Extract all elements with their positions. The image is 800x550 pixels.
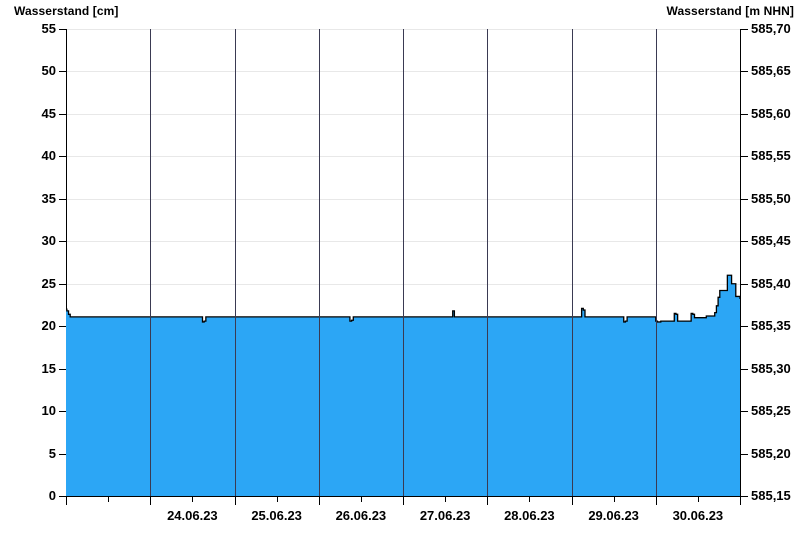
- x-axis-minor-tick: [445, 497, 446, 502]
- right-axis-tick-label: 585,60: [751, 105, 791, 121]
- left-axis-tick: [59, 241, 66, 243]
- gridline-day: [487, 29, 488, 496]
- x-axis-tick-label: 27.06.23: [419, 508, 471, 523]
- x-axis-major-tick: [150, 497, 151, 505]
- right-axis-tick: [741, 368, 748, 370]
- left-axis-tick-label: 50: [41, 63, 56, 79]
- right-axis-tick: [741, 453, 748, 455]
- x-axis-major-tick: [572, 497, 573, 505]
- gridline-day: [656, 29, 657, 496]
- left-axis-tick-label: 25: [41, 275, 56, 291]
- right-axis-tick: [741, 283, 748, 285]
- left-axis-tick-label: 15: [41, 360, 56, 376]
- x-axis-minor-tick: [361, 497, 362, 502]
- x-axis-tick-label: 28.06.23: [504, 508, 555, 523]
- right-axis-tick-label: 585,55: [751, 148, 791, 164]
- x-axis-major-tick: [66, 497, 67, 505]
- left-axis-tick: [59, 411, 66, 413]
- x-axis-tick-label: 25.06.23: [251, 508, 302, 523]
- x-axis-tick-label: 24.06.23: [167, 508, 218, 523]
- x-axis-tick-label: 30.06.23: [672, 508, 724, 523]
- left-axis-tick: [59, 368, 66, 370]
- left-axis-title: Wasserstand [cm]: [14, 4, 119, 18]
- left-axis-tick-label: 0: [48, 488, 56, 503]
- left-axis-tick: [59, 71, 66, 73]
- x-axis-major-tick: [487, 497, 488, 505]
- left-axis-tick-label: 55: [41, 21, 56, 36]
- right-axis-tick-label: 585,35: [751, 318, 791, 334]
- x-axis-minor-tick: [698, 497, 699, 502]
- x-axis-minor-tick: [614, 497, 615, 502]
- gridline-day: [235, 29, 236, 496]
- left-axis-tick: [59, 156, 66, 158]
- series-line: [66, 274, 740, 323]
- x-axis-major-tick: [235, 497, 236, 505]
- right-axis-tick-label: 585,30: [751, 360, 791, 376]
- plot-axis-x-line: [66, 496, 741, 497]
- right-axis-tick-label: 585,40: [751, 275, 791, 291]
- right-axis-tick: [741, 71, 748, 73]
- x-axis-major-tick: [656, 497, 657, 505]
- left-axis-tick-label: 40: [41, 148, 56, 164]
- left-axis-tick-label: 20: [41, 318, 56, 334]
- left-axis-tick: [59, 29, 66, 30]
- left-axis-tick: [59, 283, 66, 285]
- right-axis-tick: [741, 29, 748, 30]
- left-axis-tick: [59, 496, 66, 497]
- x-axis-minor-tick: [192, 497, 193, 502]
- left-axis-tick: [59, 113, 66, 115]
- right-axis-tick: [741, 496, 748, 497]
- plot-border-right: [740, 29, 741, 497]
- left-axis-tick-label: 35: [41, 190, 56, 206]
- left-axis-tick-label: 10: [41, 403, 56, 419]
- right-axis-tick-label: 585,20: [751, 445, 791, 461]
- right-axis-tick-label: 585,50: [751, 190, 791, 206]
- right-axis-tick: [741, 326, 748, 328]
- left-axis-tick-label: 30: [41, 233, 56, 249]
- right-axis-tick-label: 585,65: [751, 63, 791, 79]
- gridline-day: [572, 29, 573, 496]
- right-axis-tick: [741, 113, 748, 115]
- gridline-day: [403, 29, 404, 496]
- left-axis-tick: [59, 198, 66, 200]
- x-axis-minor-tick: [277, 497, 278, 502]
- right-axis-tick-label: 585,25: [751, 403, 791, 419]
- left-axis-tick-label: 45: [41, 105, 56, 121]
- x-axis-major-tick: [319, 497, 320, 505]
- x-axis-tick-label: 29.06.23: [588, 508, 639, 523]
- left-axis-tick-label: 5: [48, 445, 56, 461]
- left-axis-tick: [59, 326, 66, 328]
- right-axis-tick: [741, 198, 748, 200]
- x-axis-major-tick: [740, 497, 741, 505]
- right-axis-tick: [741, 241, 748, 243]
- plot-border-left: [66, 29, 67, 497]
- right-axis-title: Wasserstand [m NHN]: [666, 4, 794, 18]
- x-axis-minor-tick: [529, 497, 530, 502]
- right-axis-tick: [741, 156, 748, 158]
- x-axis-minor-tick: [108, 497, 109, 502]
- gridline-day: [319, 29, 320, 496]
- right-axis-tick-label: 585,45: [751, 233, 791, 249]
- plot-area: [66, 29, 740, 496]
- right-axis-tick-label: 585,70: [751, 21, 791, 36]
- left-axis-tick: [59, 453, 66, 455]
- x-axis-major-tick: [403, 497, 404, 505]
- gridline-day: [150, 29, 151, 496]
- right-axis-tick-label: 585,15: [751, 488, 791, 503]
- x-axis-tick-label: 26.06.23: [335, 508, 387, 523]
- right-axis-tick: [741, 411, 748, 413]
